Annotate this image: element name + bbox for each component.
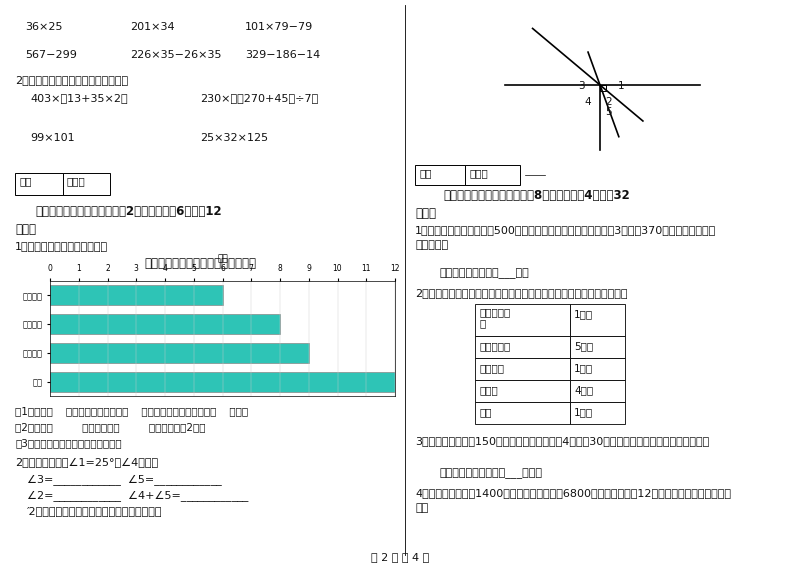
Text: 1: 1: [618, 81, 625, 91]
Text: 四年级同学参加兴趣小组情况统计图: 四年级同学参加兴趣小组情况统计图: [144, 257, 256, 270]
Bar: [50, 343, 309, 363]
Text: 等开水变温: 等开水变温: [479, 341, 510, 351]
Text: 第 2 页 共 4 页: 第 2 页 共 4 页: [371, 552, 429, 562]
Text: 1分钟: 1分钟: [574, 309, 593, 319]
Text: 1分钟: 1分钟: [574, 363, 593, 373]
Text: 230×《（270+45）÷7》: 230×《（270+45）÷7》: [200, 93, 318, 103]
Text: 201×34: 201×34: [130, 22, 174, 32]
Bar: [465, 165, 520, 185]
Text: 25×32×125: 25×32×125: [200, 133, 268, 143]
Text: 226×35−26×35: 226×35−26×35: [130, 50, 222, 60]
Bar: [475, 304, 570, 336]
Text: 得分: 得分: [419, 168, 431, 178]
Bar: [570, 336, 625, 358]
Text: 评卷人: 评卷人: [469, 168, 488, 178]
Text: 得分: 得分: [20, 176, 33, 186]
Text: ∠2=____________  ∠4+∠5=____________: ∠2=____________ ∠4+∠5=____________: [27, 490, 248, 501]
Text: 分）。: 分）。: [415, 207, 436, 220]
Text: 5分钟: 5分钟: [574, 341, 593, 351]
Bar: [50, 314, 280, 334]
Text: 答：购回梨和苹果一共___千克。: 答：购回梨和苹果一共___千克。: [440, 468, 543, 479]
Bar: [570, 380, 625, 402]
Bar: [15, 173, 62, 195]
Text: 产多少个？: 产多少个？: [415, 240, 448, 250]
Text: 水: 水: [479, 318, 486, 328]
X-axis label: 人数: 人数: [217, 255, 228, 264]
Bar: [50, 285, 222, 306]
Text: 六、应用知识，解决问题（共8小题，每题。4分，共32: 六、应用知识，解决问题（共8小题，每题。4分，共32: [443, 189, 630, 202]
Text: 找杯子倒开: 找杯子倒开: [479, 307, 510, 317]
Bar: [415, 165, 465, 185]
Bar: [600, 85, 606, 91]
Text: （3）一共调查了四年级多少名同学？: （3）一共调查了四年级多少名同学？: [15, 438, 122, 448]
Text: 2．计算下面各题，能简算的要简算。: 2．计算下面各题，能简算的要简算。: [15, 75, 128, 85]
Text: 4分钟: 4分钟: [574, 385, 593, 395]
Text: 567−299: 567−299: [25, 50, 77, 60]
Text: 1．车间第一星期生产零件500个，第二星期生产的比第一星期的3倍还多370个，两个星期共生: 1．车间第一星期生产零件500个，第二星期生产的比第一星期的3倍还多370个，两…: [415, 225, 716, 235]
Bar: [475, 402, 570, 424]
Text: 吃药: 吃药: [479, 407, 491, 417]
Text: 分）。: 分）。: [15, 223, 36, 236]
Text: 2．如下图：已知∠1=25°，∠4是直角: 2．如下图：已知∠1=25°，∠4是直角: [15, 458, 158, 468]
Text: 答：两个星期共生产___个。: 答：两个星期共生产___个。: [440, 268, 530, 279]
Text: 量体温: 量体温: [479, 385, 498, 395]
Text: 找感冒药: 找感冒药: [479, 363, 504, 373]
Text: ∠3=____________  ∠5=____________: ∠3=____________ ∠5=____________: [27, 474, 222, 485]
Bar: [570, 358, 625, 380]
Text: 4: 4: [584, 97, 590, 107]
Bar: [570, 402, 625, 424]
Bar: [50, 372, 395, 392]
Bar: [475, 380, 570, 402]
Bar: [570, 304, 625, 336]
Text: ′2）通过刚才的解答你发现了什么请写出来？: ′2）通过刚才的解答你发现了什么请写出来？: [27, 506, 162, 516]
Bar: [62, 173, 110, 195]
Text: 99×101: 99×101: [30, 133, 74, 143]
Text: （2）参加（         ）小组的是（         ）小组人数的2倍。: （2）参加（ ）小组的是（ ）小组人数的2倍。: [15, 422, 206, 432]
Text: 36×25: 36×25: [25, 22, 62, 32]
Bar: [475, 336, 570, 358]
Text: 101×79−79: 101×79−79: [245, 22, 314, 32]
Text: 3: 3: [578, 81, 585, 91]
Text: 5: 5: [605, 107, 612, 117]
Text: 1．观察统计图，再完成问题。: 1．观察统计图，再完成问题。: [15, 241, 108, 251]
Bar: [475, 358, 570, 380]
Text: 1分钟: 1分钟: [574, 407, 593, 417]
Text: 403×（13+35×2）: 403×（13+35×2）: [30, 93, 128, 103]
Text: 评卷人: 评卷人: [66, 176, 86, 186]
Text: 五、认真思考，综合能力（共2小题，每题。6分，共12: 五、认真思考，综合能力（共2小题，每题。6分，共12: [35, 205, 222, 218]
Text: 2: 2: [605, 97, 612, 107]
Text: 2．小明发烧了，要赶快吃药休息。最少需要多长时间才能吃完药休息？: 2．小明发烧了，要赶快吃药休息。最少需要多长时间才能吃完药休息？: [415, 288, 627, 298]
Text: （1）参加（    ）小组的人数最多，（    ）小组的人数最少，相差（    ）人。: （1）参加（ ）小组的人数最多，（ ）小组的人数最少，相差（ ）人。: [15, 406, 248, 416]
Text: 4．工程队修一条长1400米的公路，已经修了6800米，剩下的要在12天内完成，平均每天修多少: 4．工程队修一条长1400米的公路，已经修了6800米，剩下的要在12天内完成，…: [415, 488, 731, 498]
Text: 329−186−14: 329−186−14: [245, 50, 320, 60]
Text: 3．水果店购回苹果150千克，购回梨比苹果的4倍还多30千克，购回梨和苹果一共多少千克？: 3．水果店购回苹果150千克，购回梨比苹果的4倍还多30千克，购回梨和苹果一共多…: [415, 436, 710, 446]
Text: 米？: 米？: [415, 503, 428, 513]
